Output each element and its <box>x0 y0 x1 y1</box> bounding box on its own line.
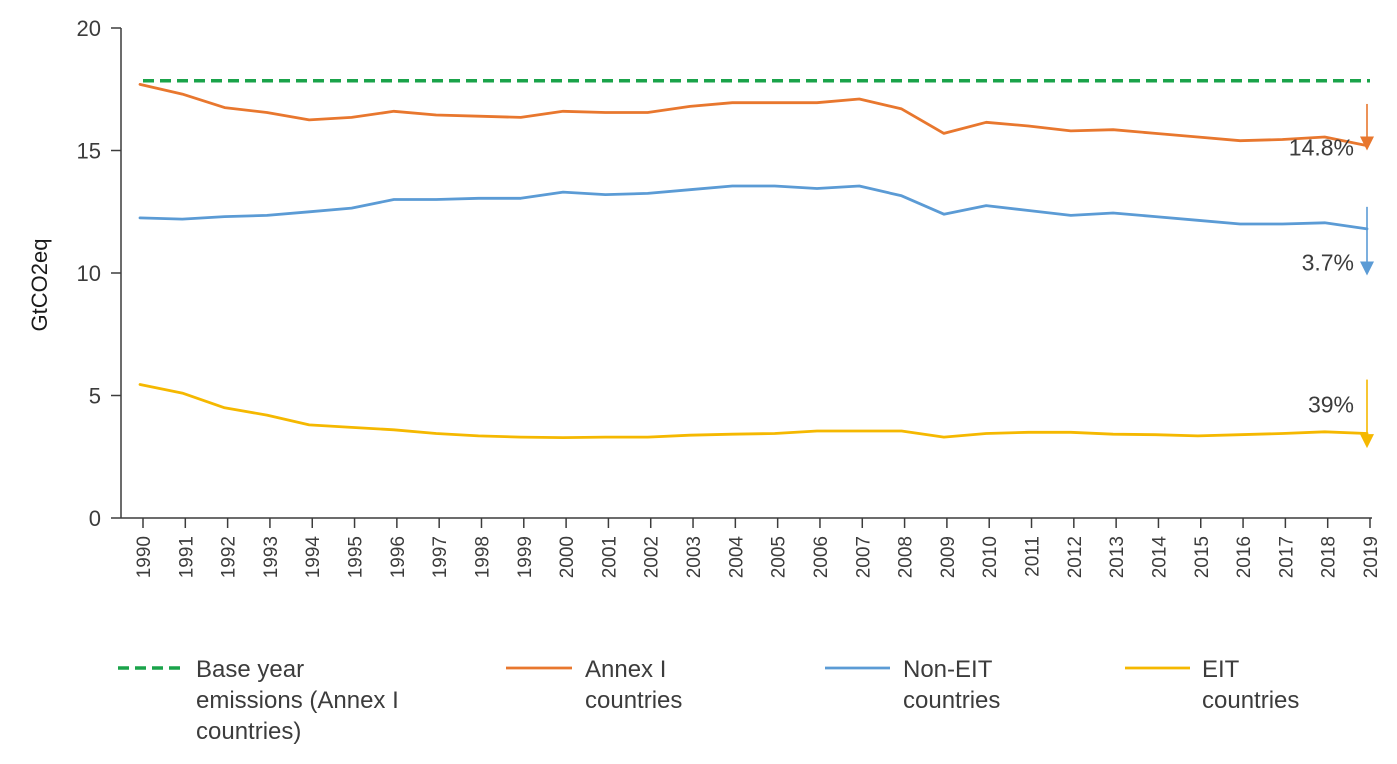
arrow-head-annex-i-countries <box>1360 136 1374 151</box>
legend: Base year emissions (Annex I countries) Ann… <box>118 656 1299 745</box>
x-tick-label: 2010 <box>980 536 1001 578</box>
x-tick-label: 1996 <box>388 536 409 578</box>
x-tick-label: 2000 <box>557 536 578 578</box>
y-tick-label: 15 <box>77 139 101 164</box>
x-tick-label: 1997 <box>430 536 451 578</box>
legend-label-eit-countries: EIT <box>1202 656 1240 683</box>
x-tick-label: 2006 <box>811 536 832 578</box>
annotation-eit-countries: 39% <box>1308 392 1354 418</box>
x-tick-label: 2002 <box>642 536 663 578</box>
x-tick-label: 2007 <box>853 536 874 578</box>
y-tick-label: 10 <box>77 261 101 286</box>
x-tick-label: 2012 <box>1065 536 1086 578</box>
arrow-head-non-eit-countries <box>1360 261 1374 276</box>
x-tick-label: 1991 <box>176 536 197 578</box>
legend-label-eit-countries: countries <box>1202 687 1299 714</box>
x-tick-label: 2005 <box>769 536 790 578</box>
legend-label-annex-i-countries: Annex I <box>585 656 666 683</box>
legend-label-base-year-emissions-annex-i-countries: Base year <box>196 656 304 683</box>
x-tick-label: 1995 <box>346 536 367 578</box>
x-tick-label: 2011 <box>1023 536 1044 577</box>
x-tick-label: 1998 <box>472 536 493 578</box>
x-tick-label: 2019 <box>1361 536 1382 578</box>
x-tick-label: 2015 <box>1192 536 1213 578</box>
x-tick-label: 1990 <box>134 536 155 578</box>
x-tick-label: 2013 <box>1107 536 1128 578</box>
axes: 0 5 10 15 20 GtCO2eq 1990 1991 1992 1993 1994 1995 1… <box>27 16 1382 578</box>
x-tick-label: 2018 <box>1319 536 1340 578</box>
series-line-annex-i-countries <box>138 83 1369 148</box>
x-tick-label: 2004 <box>726 536 747 579</box>
x-tick-label: 2017 <box>1276 536 1297 578</box>
x-tick-label: 1999 <box>515 536 536 578</box>
legend-label-base-year-emissions-annex-i-countries: countries) <box>196 718 301 745</box>
series-line-non-eit-countries <box>138 184 1369 231</box>
legend-label-non-eit-countries: countries <box>903 687 1000 714</box>
x-tick-label: 1993 <box>261 536 282 578</box>
annotation-non-eit-countries: 3.7% <box>1302 250 1354 276</box>
y-tick-label: 0 <box>89 506 101 531</box>
x-tick-label: 1994 <box>303 536 324 579</box>
x-tick-label: 1992 <box>219 536 240 578</box>
x-tick-label: 2008 <box>896 536 917 578</box>
x-tick-label: 2009 <box>938 536 959 578</box>
y-tick-label: 20 <box>77 16 101 41</box>
series-line-eit-countries <box>138 383 1369 440</box>
annotations: 14.8% 3.7% 39% <box>1289 103 1374 449</box>
y-tick-label: 5 <box>89 384 101 409</box>
arrow-head-eit-countries <box>1360 434 1374 449</box>
x-tick-label: 2001 <box>599 536 620 578</box>
y-axis-title: GtCO2eq <box>27 239 52 332</box>
legend-label-non-eit-countries: Non-EIT <box>903 656 993 683</box>
x-tick-label: 2014 <box>1149 536 1170 579</box>
legend-label-base-year-emissions-annex-i-countries: emissions (Annex I <box>196 687 399 714</box>
annotation-annex-i-countries: 14.8% <box>1289 134 1354 160</box>
series-lines <box>138 78 1370 440</box>
x-tick-label: 2016 <box>1234 536 1255 578</box>
x-tick-label: 2003 <box>684 536 705 578</box>
legend-label-annex-i-countries: countries <box>585 687 682 714</box>
